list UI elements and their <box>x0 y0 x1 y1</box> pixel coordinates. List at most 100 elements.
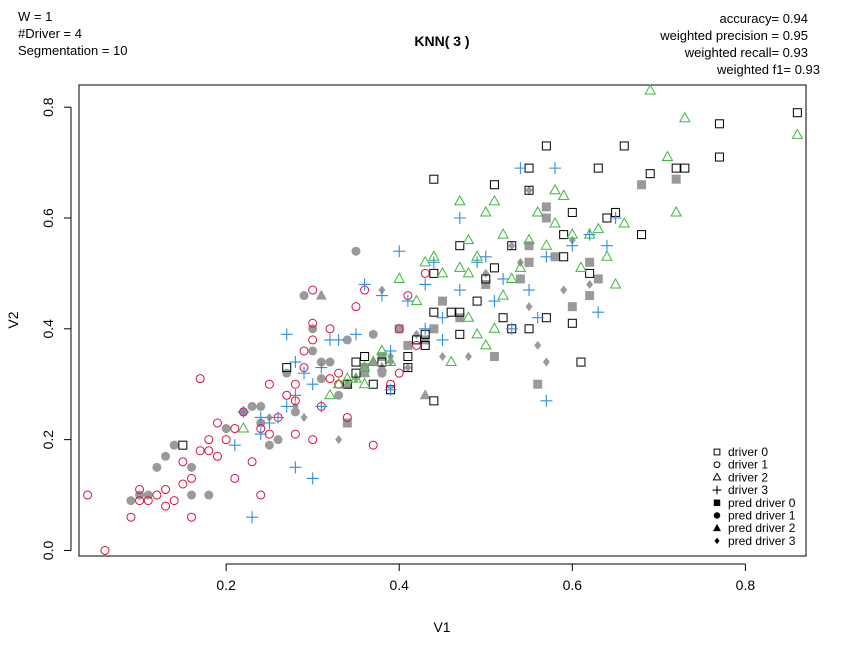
driver-3-point <box>306 378 319 391</box>
driver-0-point <box>524 324 534 334</box>
driver-0-point <box>524 185 534 195</box>
pred-driver-2-point <box>419 389 431 400</box>
driver-0-point <box>403 352 413 362</box>
x-tick-label: 0.6 <box>563 577 583 593</box>
driver-1-point <box>394 368 404 378</box>
pred-driver-3-point <box>482 268 490 278</box>
driver-3-point <box>427 256 440 269</box>
driver-2-point <box>514 261 527 272</box>
driver-2-point <box>471 327 483 339</box>
legend-label: driver 2 <box>728 470 768 484</box>
pred-driver-3-point <box>300 412 308 422</box>
pred-driver-1-point <box>368 329 378 339</box>
driver-3-point <box>453 211 466 224</box>
driver-0-point <box>507 241 517 251</box>
pred-driver-1-point <box>187 490 197 500</box>
driver-3-point <box>384 383 397 396</box>
pred-driver-1-point <box>187 462 197 472</box>
driver-0-point <box>351 368 361 378</box>
pred-driver-0-point <box>515 274 525 284</box>
driver-0-point <box>472 296 482 306</box>
pred-driver-0-point <box>481 279 491 289</box>
legend-marker-driver-1 <box>713 461 721 469</box>
driver-2-point <box>324 388 336 400</box>
driver-1-point <box>230 473 240 483</box>
driver-1-point <box>351 302 361 312</box>
driver-1-point <box>420 268 430 278</box>
pred-driver-1-point <box>256 401 266 411</box>
legend-label: pred driver 1 <box>728 509 796 523</box>
pred-driver-3-point <box>560 285 568 295</box>
driver-2-point <box>678 111 691 123</box>
pred-driver-3-point <box>534 340 542 350</box>
legend-label: pred driver 2 <box>728 521 796 535</box>
pred-driver-0-point <box>671 174 681 184</box>
driver-0-point <box>455 307 465 317</box>
driver-1-point <box>195 446 205 456</box>
pred-driver-2-point <box>359 367 371 378</box>
driver-3-point <box>436 333 449 346</box>
metric-precision: weighted precision = 0.95 <box>660 28 808 43</box>
driver-1-point <box>195 374 205 384</box>
driver-3-point <box>349 328 362 341</box>
driver-2-point <box>592 222 605 234</box>
driver-2-point <box>531 205 544 217</box>
pred-driver-1-point <box>334 390 344 400</box>
pred-driver-1-point <box>247 401 257 411</box>
x-tick-label: 0.8 <box>736 577 756 593</box>
driver-3-point <box>254 411 267 424</box>
driver-1-point <box>143 496 153 506</box>
driver-3-point <box>254 428 267 441</box>
pred-driver-1-point <box>161 451 171 461</box>
driver-2-point <box>791 128 804 139</box>
driver-2-point <box>540 239 553 250</box>
legend-marker-pred-driver-2 <box>713 523 721 532</box>
driver-3-point <box>384 344 397 357</box>
pred-driver-0-point <box>585 257 595 267</box>
driver-2-point <box>453 194 466 206</box>
driver-1-point <box>342 412 352 422</box>
pred-driver-0-point <box>420 335 430 345</box>
pred-driver-1-point <box>325 357 335 367</box>
driver-2-point <box>505 272 518 283</box>
driver-0-point <box>593 163 603 173</box>
driver-2-point <box>384 355 397 367</box>
driver-0-point <box>489 180 499 190</box>
pred-driver-1-point <box>282 368 292 378</box>
x-axis: 0.2 0.4 0.6 0.8 <box>216 563 756 593</box>
driver-1-point <box>152 490 162 500</box>
pred-driver-2-point <box>376 361 388 372</box>
pred-driver-0-point <box>394 324 404 334</box>
driver-3-point <box>540 250 553 263</box>
pred-driver-2-point <box>315 289 327 300</box>
driver-0-point <box>619 141 629 151</box>
driver-2-point <box>497 228 509 239</box>
legend-label: driver 3 <box>728 483 768 497</box>
driver-3-point <box>315 400 328 413</box>
driver-1-point <box>83 490 93 500</box>
pred-driver-1-point <box>342 335 352 345</box>
driver-0-point <box>489 263 499 273</box>
driver-1-point <box>308 318 318 328</box>
driver-2-point <box>462 233 475 245</box>
pred-driver-1-point <box>221 424 231 434</box>
y-axis-label: V2 <box>5 311 21 328</box>
metrics-block: accuracy= 0.94 weighted precision = 0.95… <box>660 10 820 78</box>
pred-driver-3-point <box>335 435 343 445</box>
driver-2-point <box>661 150 674 162</box>
pred-driver-3-point <box>586 279 594 289</box>
driver-1-point <box>256 490 266 500</box>
driver-0-point <box>585 268 595 278</box>
pred-driver-1-point <box>308 346 318 356</box>
driver-3-point <box>514 162 527 175</box>
driver-2-point <box>350 372 362 383</box>
y-axis: 0.0 0.2 0.4 0.6 0.8 <box>40 97 72 560</box>
driver-3-point <box>306 472 319 485</box>
driver-2-point <box>393 272 406 283</box>
driver-3-point <box>523 284 536 297</box>
driver-0-point <box>567 318 577 328</box>
plot-frame <box>78 84 807 557</box>
driver-0-point <box>671 163 681 173</box>
pred-driver-2-point <box>341 378 353 389</box>
driver-1-point <box>334 368 344 378</box>
